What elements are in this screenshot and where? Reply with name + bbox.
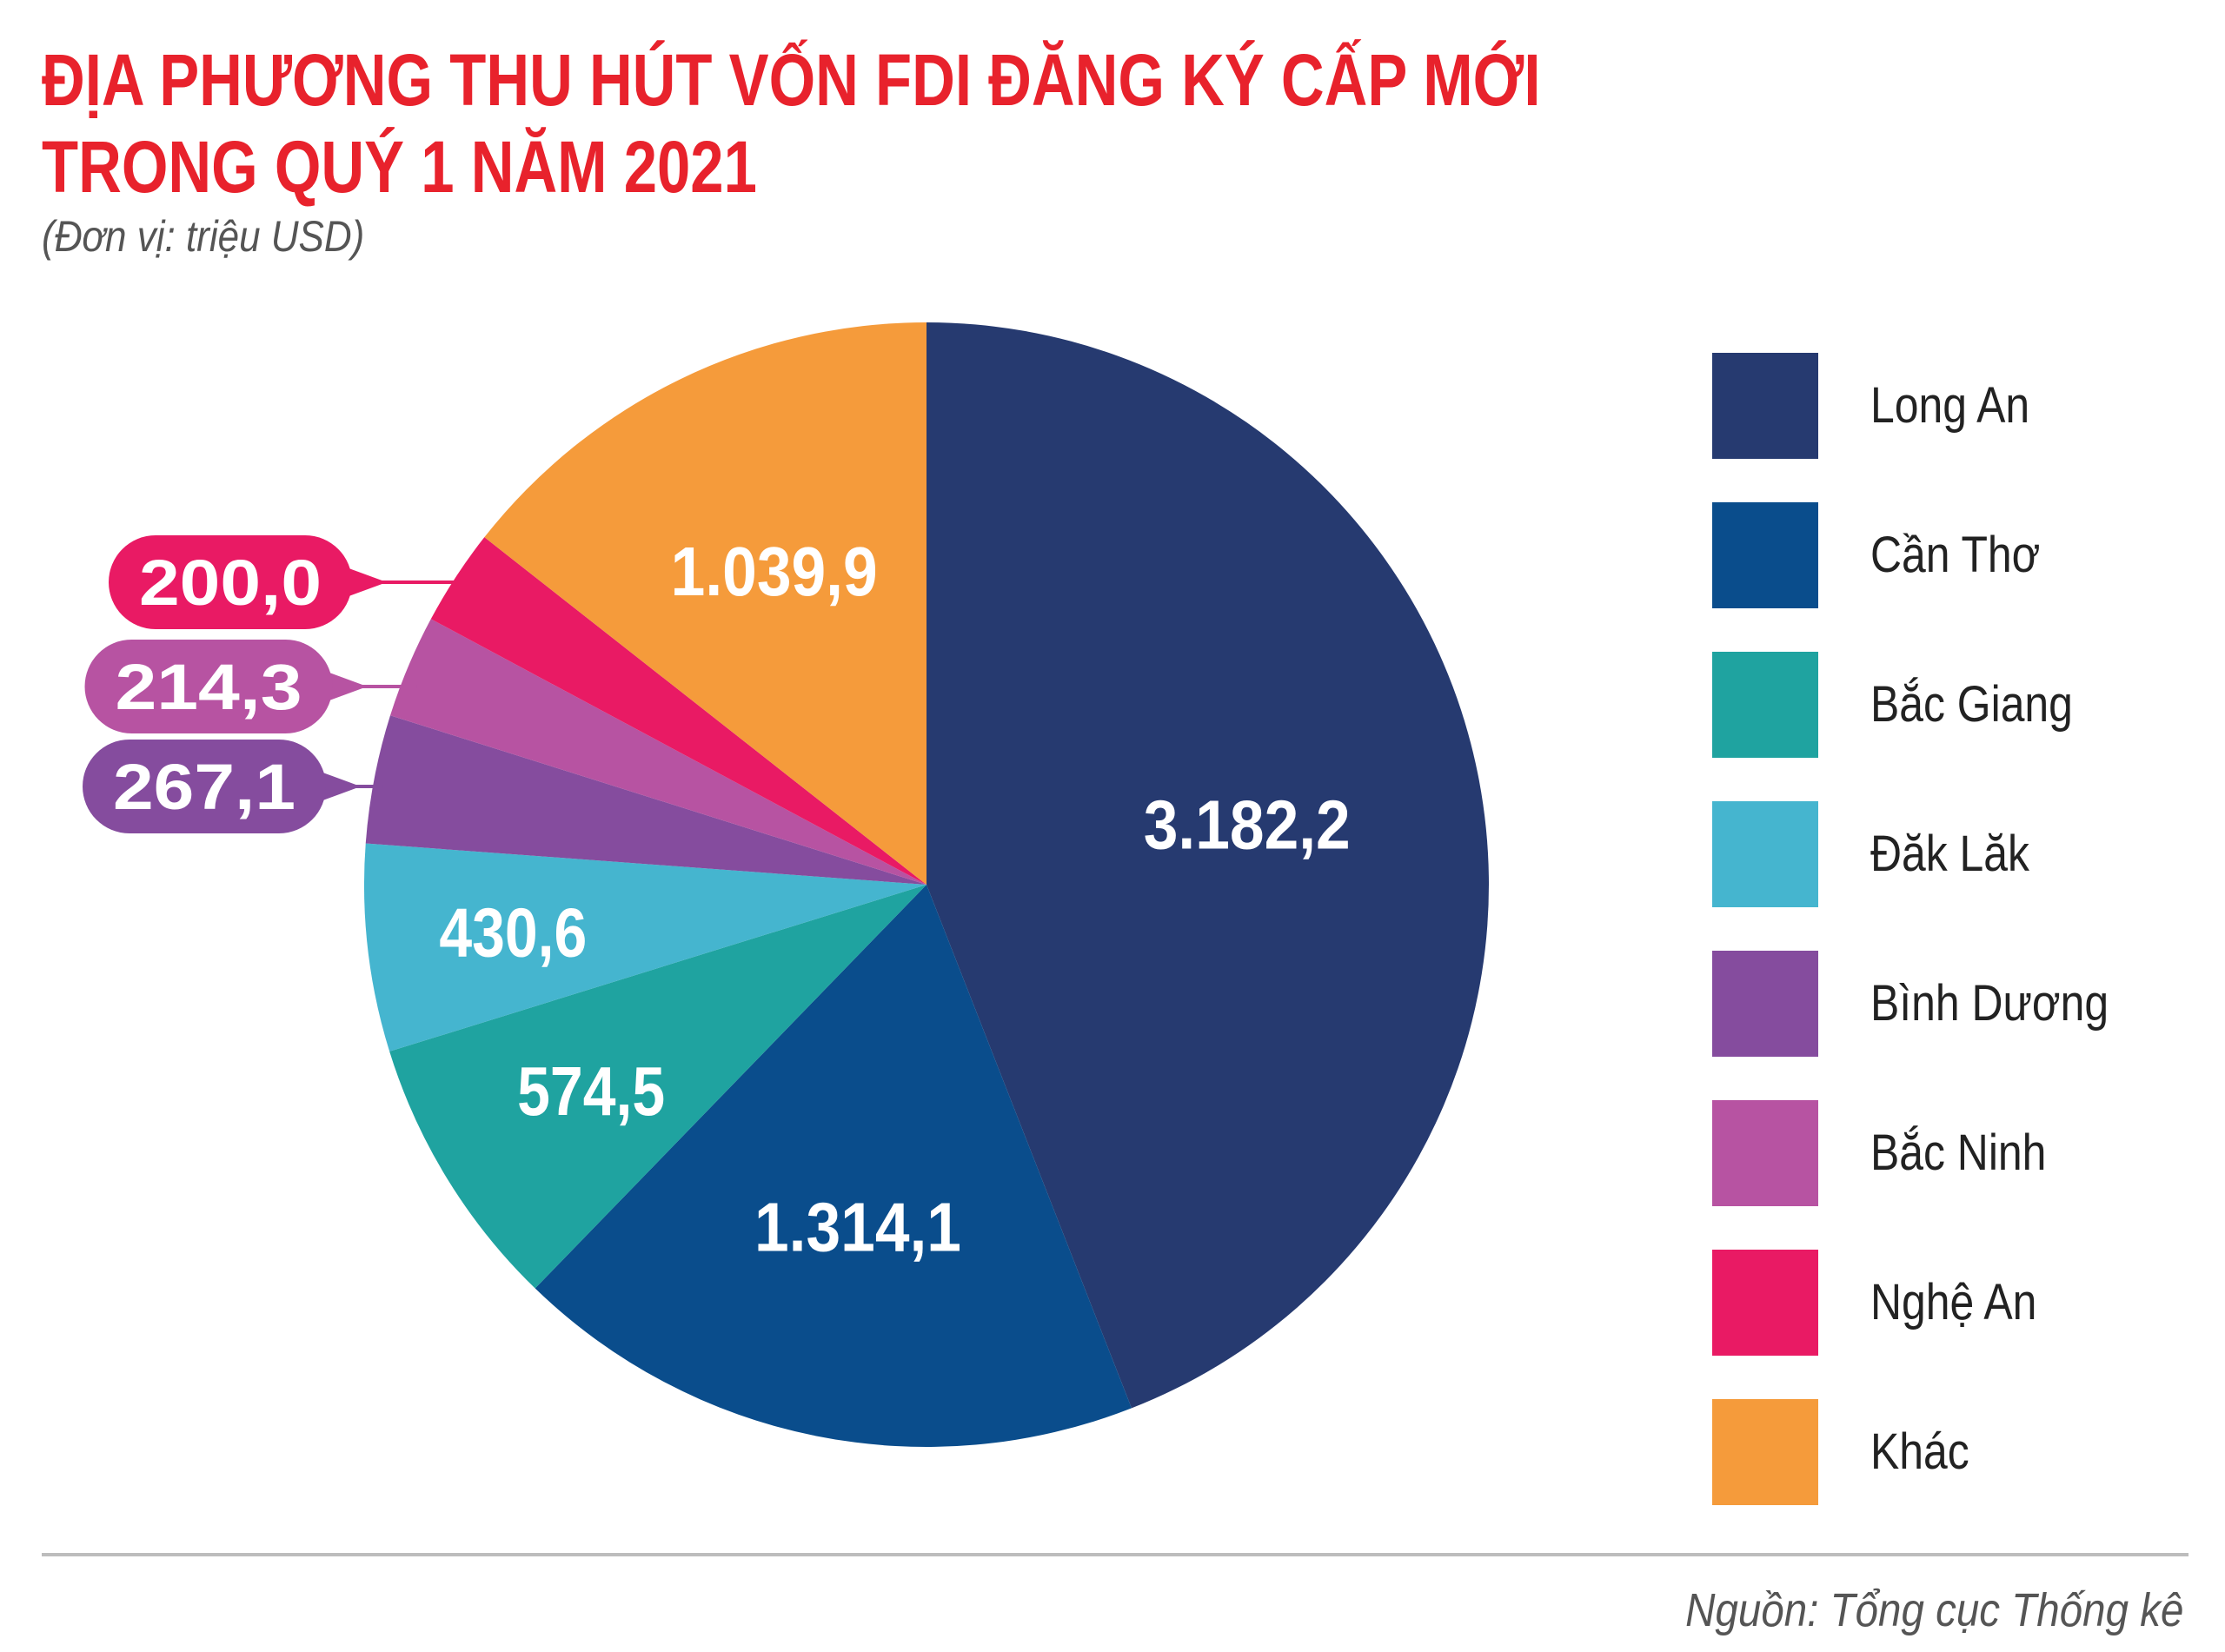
callout-nghe-an: 200,0: [109, 535, 463, 629]
legend-swatch: [1712, 1250, 1818, 1356]
chart-title: ĐỊA PHƯƠNG THU HÚT VỐN FDI ĐĂNG KÝ CẤP M…: [42, 36, 1540, 210]
legend-swatch: [1712, 951, 1818, 1057]
legend-label: Đăk Lăk: [1870, 826, 2029, 882]
pie-slice-binh-duong: [365, 715, 927, 885]
legend-swatch: [1712, 502, 1818, 608]
legend-swatch: [1712, 801, 1818, 907]
legend-label: Nghệ An: [1870, 1274, 2037, 1330]
data-label-bac-giang: 574,5: [517, 1052, 665, 1130]
pie-slice-dak-lak: [363, 843, 927, 1052]
pie-slice-long-an: [927, 322, 1489, 1409]
data-label-khac: 1.039,9: [671, 533, 878, 610]
legend-swatch: [1712, 353, 1818, 459]
data-label-binh-duong: 267,1: [113, 751, 296, 823]
chart-title-line-1: ĐỊA PHƯƠNG THU HÚT VỐN FDI ĐĂNG KÝ CẤP M…: [42, 39, 1541, 121]
data-label-dak-lak: 430,6: [439, 893, 587, 971]
legend-swatch: [1712, 1100, 1818, 1206]
pie-slice-bac-ninh: [390, 619, 927, 885]
pie-slice-nghe-an: [430, 537, 927, 885]
pie-slice-can-tho: [535, 885, 1132, 1447]
legend-label: Bắc Ninh: [1870, 1125, 2047, 1181]
legend-swatch: [1712, 1399, 1818, 1505]
callout-bac-ninh: 214,3: [84, 640, 417, 733]
callout-bubble: [84, 640, 333, 733]
callout-bubble: [109, 535, 352, 629]
footer-divider: [42, 1553, 2188, 1556]
source-note: Nguồn: Tổng cục Thống kê: [1684, 1584, 2183, 1636]
legend-swatch: [1712, 652, 1818, 758]
data-label-nghe-an: 200,0: [139, 547, 322, 619]
callout-binh-duong: 267,1: [83, 740, 383, 833]
legend-label: Long An: [1870, 377, 2030, 434]
callout-bubble: [83, 740, 326, 833]
pie-slice-bac-giang: [389, 885, 927, 1289]
data-label-can-tho: 1.314,1: [754, 1188, 961, 1265]
legend-label: Khác: [1870, 1423, 1969, 1480]
pie-slice-khac: [484, 322, 927, 885]
data-label-bac-ninh: 214,3: [116, 651, 302, 723]
legend-label: Bình Dương: [1870, 975, 2109, 1032]
legend-label: Cần Thơ: [1870, 527, 2041, 583]
chart-title-line-2: TRONG QUÝ 1 NĂM 2021: [42, 126, 757, 208]
unit-subtitle: (Đơn vị: triệu USD): [42, 212, 365, 261]
data-label-long-an: 3.182,2: [1144, 786, 1351, 863]
legend-label: Bắc Giang: [1870, 676, 2073, 733]
